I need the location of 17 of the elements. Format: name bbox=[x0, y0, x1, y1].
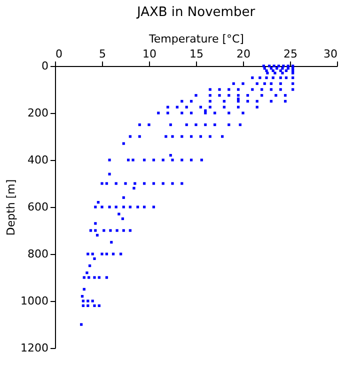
y-axis-title: Depth [m] bbox=[4, 179, 18, 236]
x-tick-label: 10 bbox=[142, 48, 156, 60]
chart-title: JAXB in November bbox=[136, 5, 256, 20]
x-axis-title: Temperature [°C] bbox=[148, 32, 244, 46]
x-tick-label: 5 bbox=[99, 48, 106, 60]
y-tick-label: 1200 bbox=[20, 342, 48, 354]
x-tick-label: 25 bbox=[284, 48, 298, 60]
y-tick-label: 0 bbox=[42, 60, 48, 72]
y-tick-label: 200 bbox=[28, 106, 48, 120]
y-tick-label: 400 bbox=[28, 154, 48, 166]
x-tick-label: 20 bbox=[236, 48, 250, 60]
y-tick-label: 600 bbox=[28, 200, 48, 214]
x-tick-label: 30 bbox=[324, 48, 338, 60]
x-tick-label: 15 bbox=[190, 48, 204, 60]
y-tick-label: 800 bbox=[28, 248, 48, 260]
x-tick-label: 0 bbox=[56, 48, 62, 60]
y-tick-label: 1000 bbox=[20, 294, 48, 308]
